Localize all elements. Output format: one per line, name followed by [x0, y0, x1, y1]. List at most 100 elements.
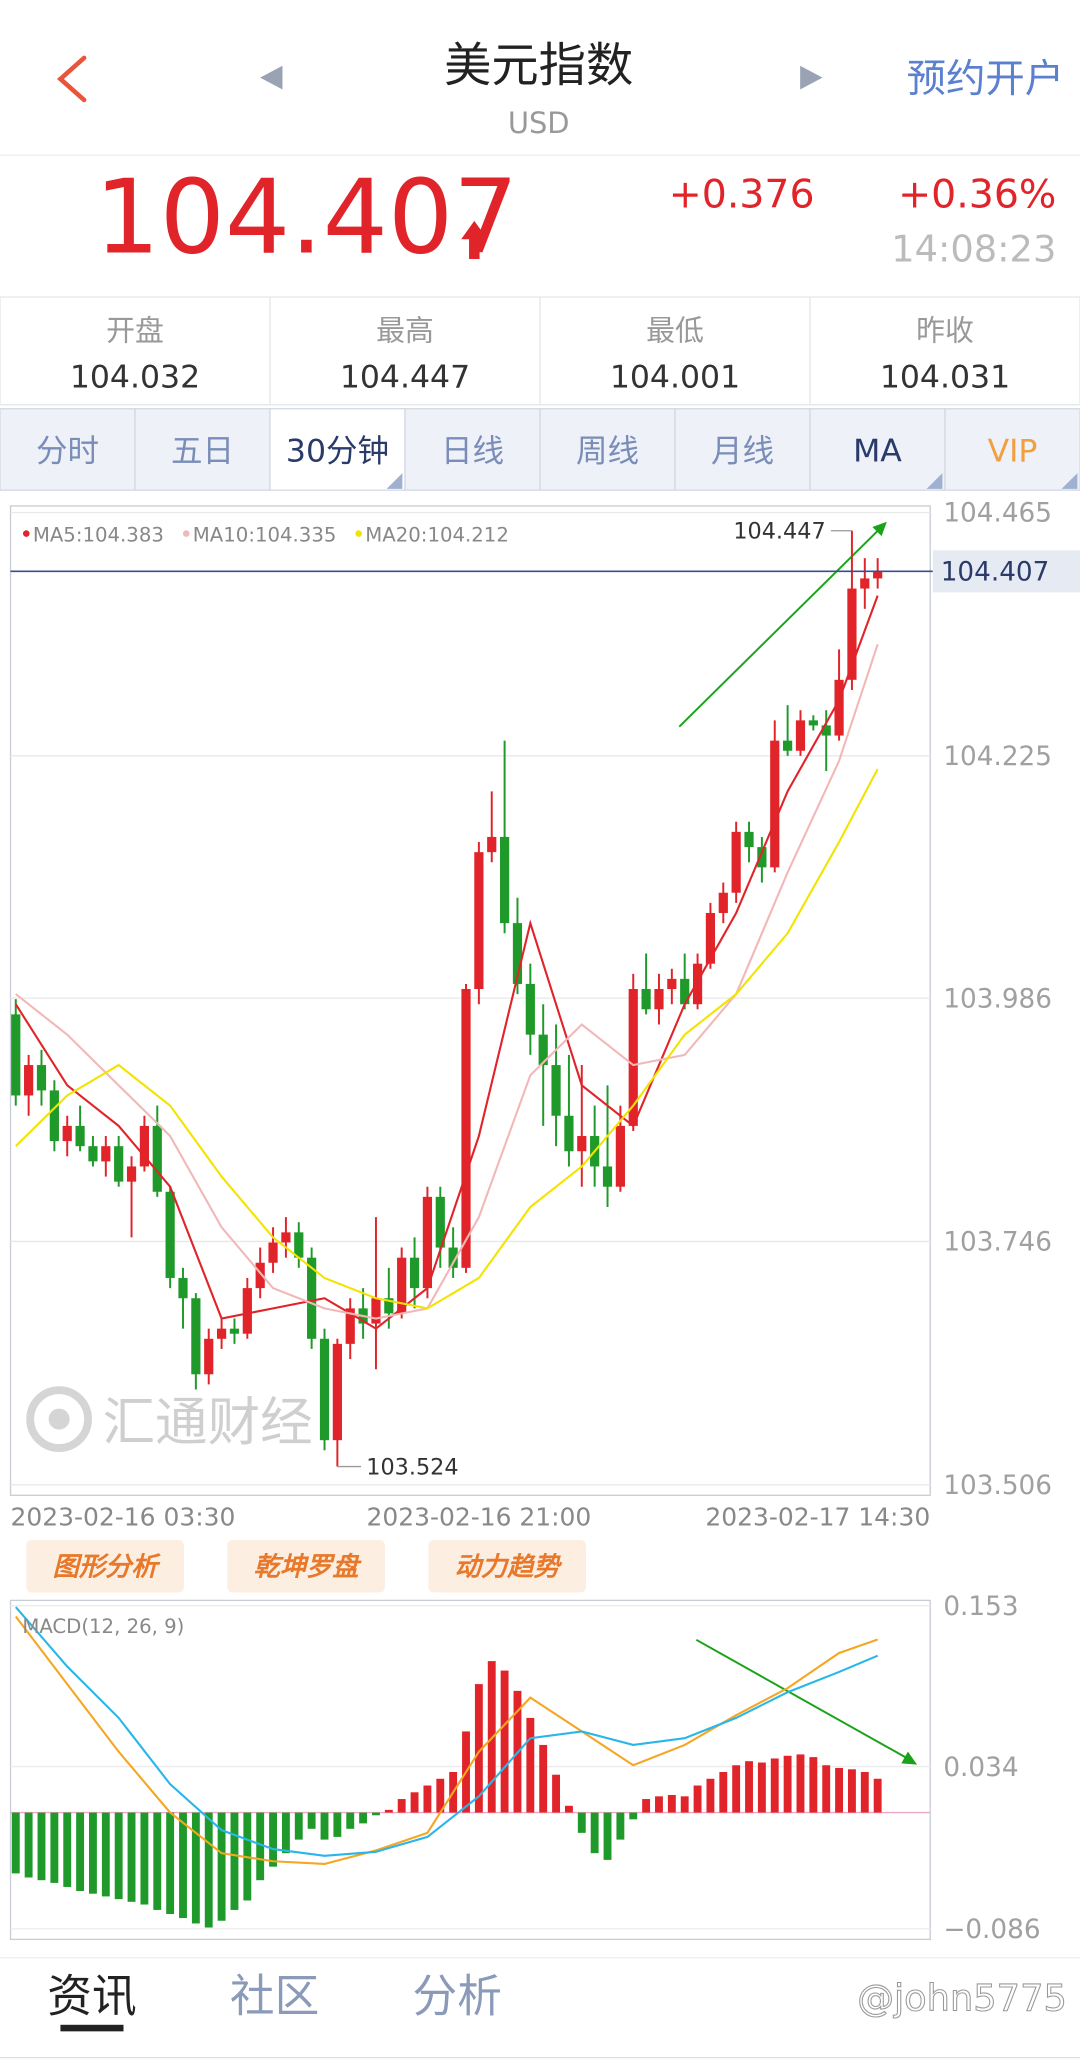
- candle-body: [461, 989, 471, 1268]
- tool-button[interactable]: [428, 1539, 586, 1593]
- candle-body: [229, 1328, 240, 1334]
- ma-line: [14, 595, 879, 1330]
- tab[interactable]: [404, 408, 541, 491]
- x-tick-label: 2023-02-16 21:00: [366, 1503, 591, 1532]
- prev-button[interactable]: [260, 65, 283, 90]
- legend-name: MA10: [193, 523, 249, 546]
- current-price-label: 104.407: [941, 558, 1050, 588]
- current-price-box: [932, 550, 1080, 593]
- candle-body: [11, 1014, 21, 1096]
- candle-body: [139, 1125, 150, 1167]
- candle-body: [409, 1257, 420, 1289]
- logo-dot: [48, 1408, 70, 1430]
- trend-arrow: [695, 1638, 910, 1761]
- tab-label[interactable]: MA: [853, 433, 902, 469]
- tool-label[interactable]: 图形分析: [53, 1552, 162, 1582]
- stat-label: 昨收: [916, 313, 974, 347]
- macd-bar: [642, 1799, 651, 1813]
- ma-line: [15, 768, 879, 1310]
- candle-body: [680, 978, 690, 1005]
- tab[interactable]: [944, 408, 1080, 491]
- macd-bar: [603, 1812, 612, 1860]
- tool-button[interactable]: [227, 1539, 385, 1593]
- candle-body: [641, 989, 651, 1010]
- y-tick-label: 103.746: [943, 1228, 1052, 1258]
- macd-bar: [655, 1796, 663, 1813]
- tool-button[interactable]: [26, 1539, 184, 1593]
- candle-body: [49, 1090, 59, 1142]
- candle-body: [847, 588, 857, 680]
- open-account[interactable]: 预约开户: [907, 56, 1065, 102]
- low-label: 103.524: [366, 1454, 458, 1480]
- candle-body: [332, 1343, 342, 1441]
- macd-line: [14, 1615, 879, 1866]
- tab[interactable]: [0, 408, 136, 491]
- candle-body: [538, 1034, 548, 1066]
- tab-label[interactable]: 月线: [711, 433, 774, 469]
- candle-body: [757, 847, 767, 868]
- price: 104.407: [95, 158, 519, 277]
- x-tick-label: 2023-02-17 14:30: [705, 1503, 930, 1532]
- candle-body: [834, 679, 844, 736]
- tab-label[interactable]: VIP: [988, 433, 1038, 469]
- legend-entry: MA20:104.212: [365, 523, 509, 546]
- next-button[interactable]: [800, 65, 823, 90]
- tab-label[interactable]: 30分钟: [286, 433, 389, 469]
- macd-bar: [294, 1812, 303, 1840]
- macd-line: [14, 1606, 879, 1857]
- candle-body: [615, 1125, 625, 1187]
- tab-label[interactable]: 分时: [36, 433, 99, 469]
- tab[interactable]: [269, 408, 406, 491]
- macd-bar: [89, 1812, 97, 1894]
- macd-bar: [796, 1754, 805, 1813]
- candle-body: [152, 1125, 162, 1192]
- macd-bar: [757, 1762, 766, 1813]
- legend-sep: :: [76, 523, 83, 546]
- macd-bar: [680, 1796, 689, 1813]
- tab[interactable]: [809, 408, 946, 491]
- tool-label[interactable]: 乾坤罗盘: [254, 1552, 363, 1582]
- candle-body: [165, 1191, 175, 1278]
- stat-value: 104.447: [340, 360, 470, 396]
- bottom-tab[interactable]: 分析: [413, 1971, 502, 2023]
- macd-bar: [410, 1792, 419, 1813]
- macd-bar: [101, 1812, 110, 1897]
- macd-bar: [526, 1717, 535, 1813]
- change-percent: +0.36%: [898, 172, 1056, 218]
- candle-body: [654, 989, 664, 1010]
- tab[interactable]: [134, 408, 271, 491]
- candle-body: [216, 1328, 227, 1339]
- candle-body: [564, 1115, 574, 1152]
- macd-bar: [333, 1812, 342, 1837]
- period-tabs: 分时 五日 30分钟 日线 周线 月线 MA VIP: [0, 408, 1080, 491]
- y-tick-label: −0.086: [943, 1915, 1040, 1945]
- candle-body: [384, 1298, 394, 1314]
- tool-label[interactable]: 动力趋势: [455, 1552, 563, 1582]
- candle-body: [268, 1242, 278, 1263]
- ma-line: [15, 643, 879, 1320]
- macd-bar: [140, 1812, 149, 1905]
- candle-body: [371, 1298, 381, 1324]
- tab-underline: [60, 2024, 124, 2032]
- legend-name: MA5: [33, 523, 76, 546]
- candle-body: [577, 1136, 587, 1152]
- legend-name: MA20: [365, 523, 421, 546]
- y-tick-label: 103.506: [943, 1471, 1052, 1501]
- back-button[interactable]: [56, 55, 87, 103]
- candle-body: [551, 1065, 561, 1116]
- legend-entry: MA10:104.335: [193, 523, 337, 546]
- legend-sep: :: [248, 523, 255, 546]
- macd-bar: [37, 1812, 46, 1881]
- macd-bar: [346, 1812, 355, 1829]
- tab-label[interactable]: 日线: [441, 433, 504, 469]
- candle-body: [808, 720, 818, 726]
- tab-label[interactable]: 周线: [576, 433, 639, 469]
- macd-bar: [667, 1794, 676, 1813]
- bottom-tab[interactable]: 资讯: [47, 1971, 136, 2023]
- candle-body: [255, 1262, 265, 1289]
- subtitle: USD: [508, 106, 570, 140]
- candle-body: [24, 1065, 34, 1096]
- bottom-tab[interactable]: 社区: [230, 1971, 319, 2023]
- candle-body: [307, 1257, 317, 1339]
- tab-label[interactable]: 五日: [171, 433, 234, 469]
